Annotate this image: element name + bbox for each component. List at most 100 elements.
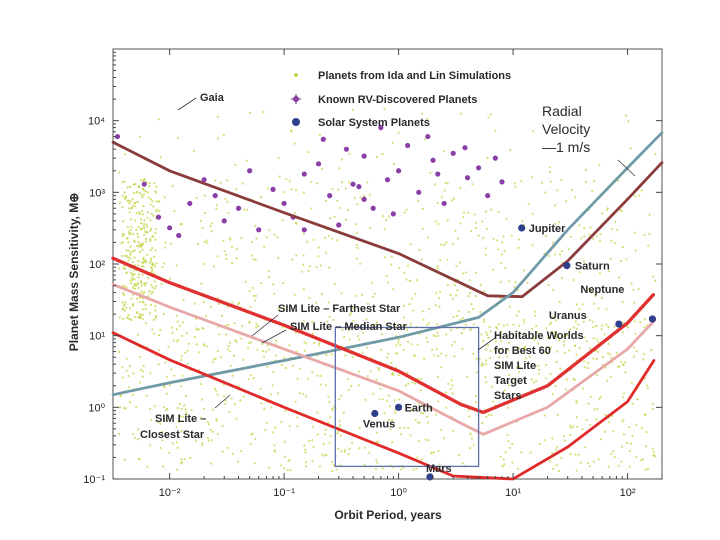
sim-planet-dot: [251, 241, 254, 244]
sim-planet-dot: [126, 316, 129, 319]
sim-planet-dot: [382, 215, 385, 218]
sim-planet-dot: [611, 414, 614, 417]
sim-planet-dot: [607, 465, 610, 468]
sim-planet-dot: [480, 364, 483, 367]
legend-solar-marker: [292, 118, 300, 126]
sim-planet-dot: [413, 382, 417, 385]
sim-planet-dot: [390, 263, 393, 266]
sim-planet-dot: [319, 383, 322, 386]
sim-planet-dot: [150, 266, 153, 269]
rv-planet-dot: [430, 157, 436, 163]
sim-planet-dot: [171, 326, 174, 329]
sim-planet-dot: [166, 407, 169, 411]
sim-planet-dot: [634, 195, 637, 198]
sim-planet-dot: [302, 319, 306, 322]
sim-planet-dot: [133, 272, 136, 275]
sim-planet-dot: [283, 467, 286, 470]
sim-planet-dot: [176, 320, 179, 323]
sim-planet-dot: [348, 338, 351, 341]
sim-planet-dot: [141, 261, 144, 264]
sim-planet-dot: [472, 307, 475, 310]
sim-planet-dot: [331, 407, 334, 410]
sim-planet-dot: [517, 371, 521, 374]
sim-planet-dot: [335, 468, 338, 471]
sim-planet-dot: [609, 375, 613, 378]
solar-planet-jupiter: [518, 224, 526, 232]
sim-planet-dot: [569, 424, 572, 427]
sim-planet-dot: [308, 439, 311, 443]
sim-planet-dot: [484, 247, 487, 250]
sim-planet-dot: [625, 114, 628, 117]
sim-planet-dot: [397, 131, 400, 134]
sim-planet-dot: [141, 313, 144, 316]
sim-planet-dot: [590, 290, 593, 293]
sim-planet-dot: [581, 387, 585, 390]
sim-planet-dot: [380, 348, 383, 352]
sim-planet-dot: [355, 243, 358, 246]
sim-planet-dot: [249, 305, 252, 308]
sim-planet-dot: [621, 331, 625, 334]
sim-planet-dot: [318, 465, 321, 468]
sim-planet-dot: [544, 351, 547, 354]
sim-planet-dot: [242, 395, 245, 398]
sim-planet-dot: [290, 130, 293, 133]
sim-planet-dot: [381, 467, 384, 470]
sim-planet-dot: [303, 444, 306, 447]
sim-planet-dot: [405, 208, 408, 211]
sim-planet-dot: [161, 266, 164, 269]
sim-planet-dot: [481, 220, 484, 223]
annotation-sim-closest-1: SIM Lite –: [155, 413, 206, 425]
sim-planet-dot: [499, 348, 502, 351]
sim-planet-dot: [180, 358, 183, 361]
sim-planet-dot: [129, 245, 132, 248]
sim-planet-dot: [336, 239, 339, 242]
sim-planet-dot: [268, 229, 271, 232]
sim-planet-dot: [137, 281, 140, 284]
sim-planet-dot: [307, 269, 310, 272]
rv-planet-dot: [301, 227, 307, 233]
sim-planet-dot: [136, 438, 139, 441]
rv-label-backdrop: [538, 98, 618, 160]
sim-planet-dot: [453, 341, 456, 344]
sim-planet-dot: [130, 206, 134, 209]
sim-planet-dot: [511, 442, 514, 445]
sim-planet-dot: [436, 375, 439, 379]
sim-planet-dot: [146, 225, 149, 228]
sim-planet-dot: [421, 227, 424, 230]
sim-planet-dot: [261, 349, 265, 353]
sim-planet-dot: [575, 327, 578, 330]
sim-planet-dot: [500, 262, 503, 265]
sim-planet-dot: [223, 250, 226, 253]
sim-planet-dot: [316, 411, 319, 414]
rv-planet: [361, 153, 367, 159]
sim-planet-dot: [123, 406, 126, 410]
rv-planet: [350, 181, 356, 187]
rv-planet: [476, 165, 482, 171]
sim-planet-dot: [344, 187, 347, 190]
x-tick-label: 10⁻¹: [273, 487, 295, 499]
sim-planet-dot: [154, 309, 157, 312]
sim-planet-dot: [199, 382, 203, 386]
sim-planet-dot: [420, 112, 424, 115]
sim-planet-dot: [247, 378, 250, 381]
sim-planet-dot: [228, 237, 232, 240]
sim-planet-dot: [144, 261, 147, 264]
rv-planet-dot: [201, 177, 207, 183]
sim-planet-dot: [186, 349, 189, 352]
sim-planet-dot: [133, 277, 136, 281]
sim-planet-dot: [613, 242, 616, 245]
sim-planet-dot: [124, 195, 128, 198]
sim-planet-dot: [388, 405, 391, 408]
sim-planet-dot: [472, 352, 475, 355]
sim-planet-dot: [642, 358, 645, 361]
sim-planet-dot: [395, 344, 398, 347]
sim-planet-dot: [534, 336, 537, 339]
sim-planet-dot: [266, 187, 269, 190]
rv-planet: [378, 125, 384, 131]
sim-planet-dot: [506, 434, 509, 437]
sim-planet-dot: [565, 200, 568, 203]
sim-planet-dot: [452, 315, 455, 319]
sim-planet-dot: [621, 245, 625, 249]
rv-planet-dot: [212, 193, 218, 199]
x-tick-label: 10⁻²: [159, 487, 181, 499]
